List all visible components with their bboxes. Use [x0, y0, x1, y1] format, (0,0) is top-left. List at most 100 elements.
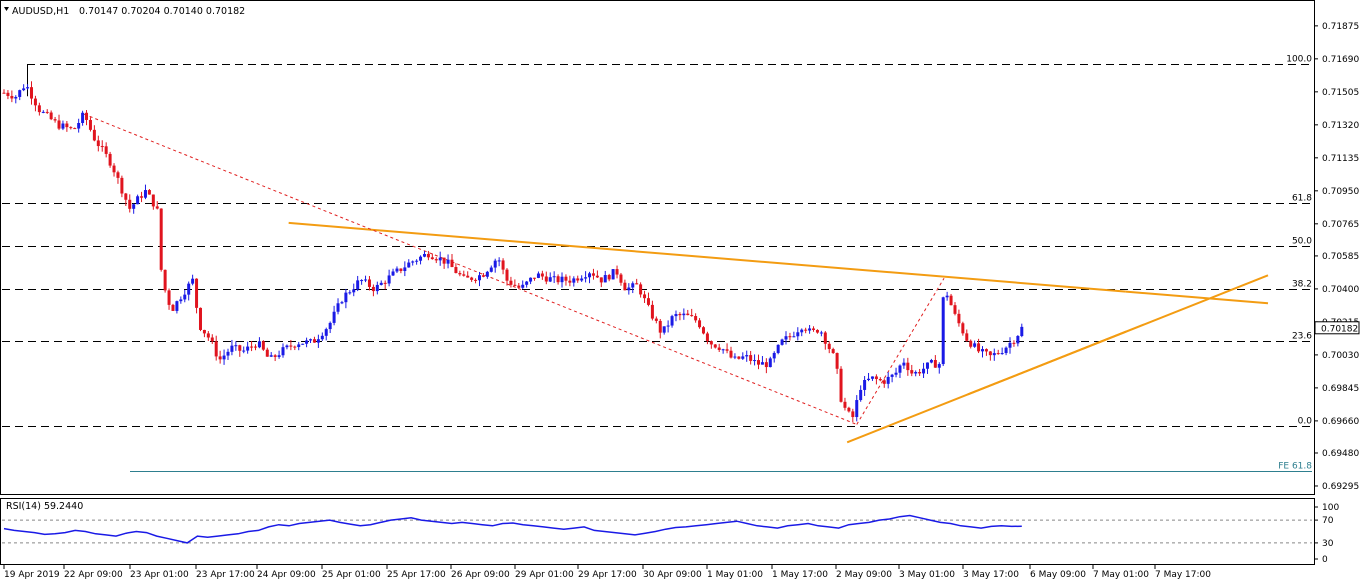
candle-body [320, 335, 324, 340]
candle-body [124, 193, 128, 200]
fib-level-label: 23.6 [1292, 332, 1312, 342]
price-tick-label: 0.69295 [1322, 482, 1359, 492]
candle-body [627, 287, 631, 291]
candle-body [670, 316, 674, 326]
rsi-indicator: 100 70 30 0 [2, 503, 1339, 565]
fib-level-label: 100.0 [1286, 55, 1312, 65]
trendline-upper-ext [1125, 290, 1269, 305]
candle-body [81, 112, 85, 123]
candle-body [812, 328, 816, 330]
candle-body [548, 277, 552, 282]
candle-body [615, 269, 619, 275]
symbol-label: AUDUSD,H1 [12, 6, 69, 17]
candle-body [10, 95, 14, 99]
candle-body [572, 278, 576, 283]
candle-body [721, 349, 725, 351]
candle-body [383, 282, 387, 284]
candle-body [827, 343, 831, 350]
price-tick-label: 0.70030 [1322, 351, 1359, 361]
candle-body [780, 339, 784, 345]
candle-body [77, 122, 81, 129]
candle-body [635, 283, 639, 285]
candle-body [446, 259, 450, 264]
candle-body [914, 372, 918, 374]
time-axis: 19 Apr 2019 22 Apr 09:00 23 Apr 01:00 23 Ap… [3, 565, 1211, 580]
candle-body [517, 285, 521, 288]
candle-body [155, 206, 159, 209]
candle-body [509, 280, 513, 285]
candle-body [666, 325, 670, 327]
candle-body [694, 316, 698, 321]
candle-body [741, 356, 745, 359]
candles [2, 81, 1024, 423]
candle-body [984, 349, 988, 352]
candle-body [898, 365, 902, 373]
candle-body [120, 177, 124, 194]
candle-body [73, 128, 77, 130]
candle-body [878, 379, 882, 381]
price-tick-label: 0.71135 [1322, 154, 1359, 164]
candle-body [929, 360, 933, 363]
candle-body [717, 347, 721, 350]
candle-body [560, 276, 564, 283]
candle-body [305, 340, 309, 344]
candle-body [430, 257, 434, 260]
candle-body [682, 313, 686, 316]
candle-body [654, 318, 658, 321]
candle-body [281, 347, 285, 356]
candle-body [375, 284, 379, 292]
rsi-label: RSI(14) 59.2440 [6, 501, 83, 512]
price-tick-label: 0.70585 [1322, 252, 1359, 262]
fib-level-label: 50.0 [1292, 237, 1312, 247]
price-tick-label: 0.69480 [1322, 449, 1359, 459]
candle-body [992, 353, 996, 356]
trendline-lower-ext [967, 274, 1269, 396]
candle-body [859, 389, 863, 401]
candle-body [584, 277, 588, 279]
candle-body [804, 329, 808, 331]
candle-body [863, 380, 867, 390]
trendlines [83, 113, 1269, 444]
candle-body [88, 119, 92, 130]
candle-body [576, 278, 580, 281]
candle-body [171, 304, 175, 311]
candle-body [69, 127, 73, 129]
candle-body [843, 401, 847, 408]
candle-body [136, 196, 140, 205]
candle-body [367, 279, 371, 287]
candle-body [415, 260, 419, 262]
price-tick-label: 0.70765 [1322, 220, 1359, 230]
price-tick-label: 0.71505 [1322, 88, 1359, 98]
trendline-dashed-main [83, 113, 857, 425]
candle-body [246, 346, 250, 351]
current-price-label: 0.70182 [1321, 324, 1358, 334]
candle-body [705, 333, 709, 342]
chart-collapse-icon[interactable] [4, 7, 9, 11]
candle-body [835, 353, 839, 369]
candle-body [214, 341, 218, 357]
candle-body [328, 322, 332, 330]
fib-levels: 100.0 61.8 50.0 38.2 23.6 0.0 FE 61.8 [2, 55, 1312, 472]
candle-body [108, 153, 112, 166]
candle-body [980, 349, 984, 352]
rsi-tick-label: 70 [1322, 516, 1334, 526]
candle-body [458, 273, 462, 275]
candle-body [941, 297, 945, 365]
candle-body [513, 284, 517, 286]
candle-body [1016, 336, 1020, 344]
candle-body [96, 140, 100, 147]
candle-body [623, 282, 627, 291]
time-tick-label: 7 May 01:00 [1093, 570, 1149, 580]
candle-body [701, 327, 705, 334]
candle-body [30, 87, 34, 99]
candle-body [104, 146, 108, 154]
time-tick-label: 6 May 09:00 [1030, 570, 1086, 580]
candle-body [191, 278, 195, 284]
candle-body [800, 329, 804, 333]
candle-body [851, 411, 855, 418]
candle-body [344, 292, 348, 303]
time-tick-label: 29 Apr 01:00 [515, 570, 574, 580]
candle-body [45, 111, 49, 113]
candle-body [819, 332, 823, 334]
time-tick-label: 1 May 17:00 [772, 570, 828, 580]
